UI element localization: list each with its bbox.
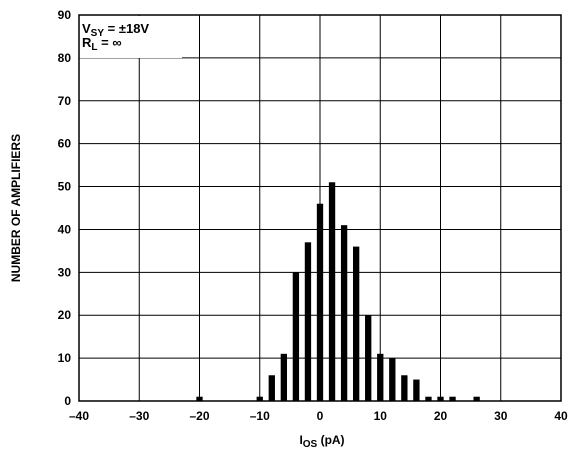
histogram-bar: [389, 358, 396, 401]
histogram-bar: [292, 272, 300, 401]
histogram-bar: [196, 396, 203, 401]
plot-border: [78, 14, 562, 402]
histogram-bar: [473, 396, 480, 401]
histogram-bar: [304, 242, 312, 401]
x-tick-label: 10: [374, 409, 388, 423]
histogram-bar: [413, 379, 420, 401]
y-tick-labels: 0 10 20 30 40 50 60 70 80 90: [58, 8, 72, 408]
histogram-bar: [340, 225, 348, 401]
histogram-bar: [316, 203, 324, 401]
y-tick-label: 60: [58, 137, 72, 151]
x-tick-label: 20: [434, 409, 448, 423]
histogram-bar: [377, 353, 384, 401]
histogram-bar: [280, 353, 288, 401]
histogram-bar: [268, 375, 275, 401]
x-tick-label: 0: [317, 409, 324, 423]
histogram-bar: [449, 396, 456, 401]
y-tick-label: 0: [64, 394, 71, 408]
histogram-bar: [437, 396, 444, 401]
annotation-line-2: RL = ∞: [82, 35, 122, 53]
x-tick-labels: –40 –30 –20 –10 0 10 20 30 40: [69, 409, 568, 423]
histogram-bar: [365, 315, 372, 401]
x-tick-label: –30: [129, 409, 149, 423]
y-tick-label: 30: [58, 265, 72, 279]
y-tick-label: 10: [58, 351, 72, 365]
y-tick-label: 80: [58, 51, 72, 65]
bars: [196, 182, 480, 401]
x-tick-label: 30: [494, 409, 508, 423]
annotation-line-1: VSY = ±18V: [82, 21, 149, 39]
annotation-box: [79, 16, 182, 58]
histogram-bar: [425, 396, 432, 401]
histogram-bar: [256, 396, 263, 401]
y-tick-label: 90: [58, 8, 72, 22]
x-tick-label: 40: [554, 409, 568, 423]
x-axis-label: IOS (pA): [299, 433, 344, 450]
plot-frame: [78, 14, 562, 402]
x-tick-label: –40: [69, 409, 89, 423]
y-tick-label: 70: [58, 94, 72, 108]
x-tick-label: –10: [250, 409, 270, 423]
y-axis-label: NUMBER OF AMPLIFIERS: [9, 134, 23, 282]
y-tick-label: 20: [58, 308, 72, 322]
histogram-bar: [352, 246, 360, 401]
y-tick-label: 50: [58, 180, 72, 194]
histogram-bar: [401, 375, 408, 401]
x-tick-label: –20: [189, 409, 209, 423]
y-tick-label: 40: [58, 222, 72, 236]
histogram-bar: [328, 182, 336, 401]
